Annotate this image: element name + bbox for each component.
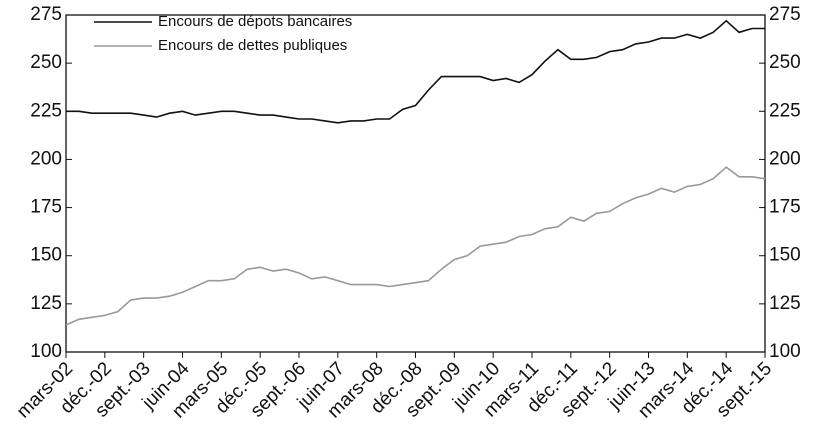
legend-label: Encours de dettes publiques [158,37,347,54]
y2-tick-label: 250 [769,52,801,73]
y-tick-label: 250 [30,52,62,73]
y-tick-label: 100 [30,341,62,362]
y2-tick-label: 150 [769,245,801,266]
y-tick-label: 275 [30,4,62,25]
y-tick-label: 125 [30,293,62,314]
y2-tick-label: 200 [769,148,801,169]
legend-label: Encours de dépots bancaires [158,13,352,30]
y2-tick-label: 225 [769,100,801,121]
y2-tick-label: 100 [769,341,801,362]
y2-tick-label: 125 [769,293,801,314]
y2-tick-label: 275 [769,4,801,25]
plot-frame [65,14,766,353]
y2-tick-label: 175 [769,197,801,218]
y-tick-label: 225 [30,100,62,121]
y-tick-label: 175 [30,197,62,218]
y-tick-label: 150 [30,245,62,266]
y-tick-label: 200 [30,148,62,169]
series-line [65,166,766,326]
series-line [66,19,765,124]
